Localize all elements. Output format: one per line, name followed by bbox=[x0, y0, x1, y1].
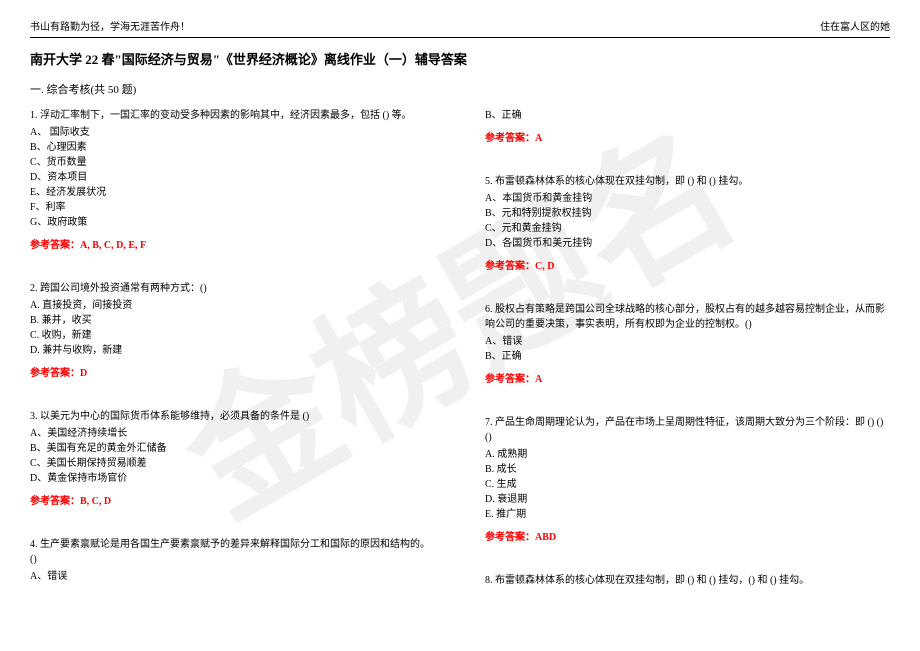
header-right-text: 住在富人区的她 bbox=[820, 20, 890, 35]
question-option: G、政府政策 bbox=[30, 215, 435, 230]
question-option: B. 兼并，收买 bbox=[30, 313, 435, 328]
question-option: D. 衰退期 bbox=[485, 492, 890, 507]
question-option: B、正确 bbox=[485, 349, 890, 364]
answer-text: 参考答案：B, C, D bbox=[30, 494, 435, 509]
question-stem: 3. 以美元为中心的国际货币体系能够维持，必须具备的条件是 () bbox=[30, 409, 435, 424]
question-stem: 8. 布雷顿森林体系的核心体现在双挂勾制，即 () 和 () 挂勾，() 和 (… bbox=[485, 573, 890, 588]
question-option: B. 成长 bbox=[485, 462, 890, 477]
question-stem: 1. 浮动汇率制下，一国汇率的变动受多种因素的影响其中，经济因素最多，包括 ()… bbox=[30, 108, 435, 123]
question-stem: 5. 布雷顿森林体系的核心体现在双挂勾制，即 () 和 () 挂勾。 bbox=[485, 174, 890, 189]
question-stem: 4. 生产要素禀赋论是用各国生产要素禀赋予的差异来解释国际分工和国际的原因和结构… bbox=[30, 537, 435, 567]
answer-text: 参考答案：C, D bbox=[485, 259, 890, 274]
question-stem: 2. 跨国公司境外投资通常有两种方式：() bbox=[30, 281, 435, 296]
question-option: A、错误 bbox=[30, 569, 435, 584]
document-title: 南开大学 22 春"国际经济与贸易"《世界经济概论》离线作业（一）辅导答案 bbox=[30, 50, 890, 70]
question-option: D、黄金保持市场官价 bbox=[30, 471, 435, 486]
question-option: C、美国长期保持贸易顺差 bbox=[30, 456, 435, 471]
right-column: B、正确 参考答案：A 5. 布雷顿森林体系的核心体现在双挂勾制，即 () 和 … bbox=[485, 108, 890, 616]
question-option: B、元和特别提款权挂钩 bbox=[485, 206, 890, 221]
content-columns: 1. 浮动汇率制下，一国汇率的变动受多种因素的影响其中，经济因素最多，包括 ()… bbox=[30, 108, 890, 616]
question-option: C. 收购，新建 bbox=[30, 328, 435, 343]
question-option: B、正确 bbox=[485, 108, 890, 123]
question-option: B、美国有充足的黄金外汇储备 bbox=[30, 441, 435, 456]
question-4-continued: B、正确 参考答案：A bbox=[485, 108, 890, 146]
question-option: D、资本项目 bbox=[30, 170, 435, 185]
question-option: C. 生成 bbox=[485, 477, 890, 492]
answer-text: 参考答案：A, B, C, D, E, F bbox=[30, 238, 435, 253]
question-2: 2. 跨国公司境外投资通常有两种方式：() A. 直接投资，间接投资 B. 兼并… bbox=[30, 281, 435, 381]
answer-text: 参考答案：ABD bbox=[485, 530, 890, 545]
question-option: E. 推广期 bbox=[485, 507, 890, 522]
section-title: 一. 综合考核(共 50 题) bbox=[30, 82, 890, 99]
question-1: 1. 浮动汇率制下，一国汇率的变动受多种因素的影响其中，经济因素最多，包括 ()… bbox=[30, 108, 435, 253]
question-option: C、货币数量 bbox=[30, 155, 435, 170]
question-option: C、元和黄金挂钩 bbox=[485, 221, 890, 236]
question-5: 5. 布雷顿森林体系的核心体现在双挂勾制，即 () 和 () 挂勾。 A、本国货… bbox=[485, 174, 890, 274]
question-8: 8. 布雷顿森林体系的核心体现在双挂勾制，即 () 和 () 挂勾，() 和 (… bbox=[485, 573, 890, 588]
question-3: 3. 以美元为中心的国际货币体系能够维持，必须具备的条件是 () A、美国经济持… bbox=[30, 409, 435, 509]
answer-text: 参考答案：D bbox=[30, 366, 435, 381]
question-6: 6. 股权占有策略是跨国公司全球战略的核心部分，股权占有的越多越容易控制企业，从… bbox=[485, 302, 890, 387]
question-option: A、 国际收支 bbox=[30, 125, 435, 140]
page-header: 书山有路勤为径，学海无涯苦作舟！ 住在富人区的她 bbox=[30, 20, 890, 38]
question-option: A. 成熟期 bbox=[485, 447, 890, 462]
question-option: A. 直接投资，间接投资 bbox=[30, 298, 435, 313]
question-4: 4. 生产要素禀赋论是用各国生产要素禀赋予的差异来解释国际分工和国际的原因和结构… bbox=[30, 537, 435, 584]
question-stem: 7. 产品生命周期理论认为，产品在市场上呈周期性特征，该周期大致分为三个阶段：即… bbox=[485, 415, 890, 445]
left-column: 1. 浮动汇率制下，一国汇率的变动受多种因素的影响其中，经济因素最多，包括 ()… bbox=[30, 108, 435, 616]
question-option: E、经济发展状况 bbox=[30, 185, 435, 200]
question-stem: 6. 股权占有策略是跨国公司全球战略的核心部分，股权占有的越多越容易控制企业，从… bbox=[485, 302, 890, 332]
page-content: 书山有路勤为径，学海无涯苦作舟！ 住在富人区的她 南开大学 22 春"国际经济与… bbox=[0, 0, 920, 636]
question-7: 7. 产品生命周期理论认为，产品在市场上呈周期性特征，该周期大致分为三个阶段：即… bbox=[485, 415, 890, 545]
question-option: F、利率 bbox=[30, 200, 435, 215]
question-option: A、美国经济持续增长 bbox=[30, 426, 435, 441]
question-option: B、心理因素 bbox=[30, 140, 435, 155]
question-option: D. 兼并与收购，新建 bbox=[30, 343, 435, 358]
question-option: A、错误 bbox=[485, 334, 890, 349]
answer-text: 参考答案：A bbox=[485, 372, 890, 387]
question-option: D、各国货币和美元挂钩 bbox=[485, 236, 890, 251]
header-left-text: 书山有路勤为径，学海无涯苦作舟！ bbox=[30, 20, 190, 35]
answer-text: 参考答案：A bbox=[485, 131, 890, 146]
question-option: A、本国货币和黄金挂钩 bbox=[485, 191, 890, 206]
